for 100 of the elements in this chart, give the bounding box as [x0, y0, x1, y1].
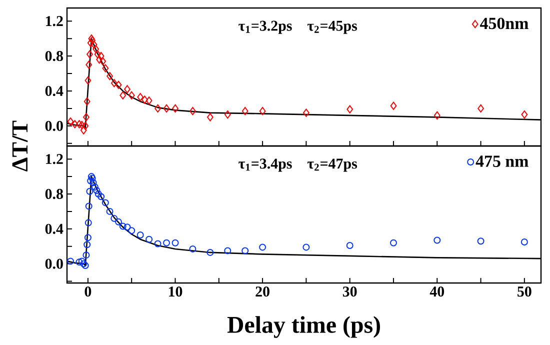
point [259, 106, 266, 116]
point [85, 202, 92, 210]
point [142, 96, 148, 104]
annotation: τ$_{2}$=47ps [307, 158, 357, 172]
point [102, 64, 109, 72]
point [67, 117, 74, 126]
point [94, 190, 102, 198]
y-tick-label: 0.0 [45, 258, 63, 269]
point [86, 50, 93, 58]
legend-label: 450nm [480, 18, 528, 30]
y-tick-label: 1.2 [46, 16, 63, 26]
point [136, 232, 144, 238]
point [119, 222, 126, 230]
point [163, 104, 170, 113]
point [120, 91, 126, 100]
point [124, 224, 131, 231]
point [89, 36, 96, 44]
point [88, 34, 95, 43]
x-axis-title: Delay time (ps) [227, 316, 380, 338]
point [84, 234, 92, 242]
point [478, 104, 484, 113]
point [84, 219, 92, 226]
point [477, 238, 484, 245]
point [137, 93, 144, 102]
point [520, 238, 528, 246]
point [172, 104, 178, 113]
point [128, 91, 135, 100]
point [102, 199, 109, 206]
point [87, 177, 94, 184]
point [98, 193, 105, 200]
point [346, 105, 354, 114]
point [78, 120, 86, 130]
annotation: τ$_{2}$=45ps [307, 20, 357, 34]
point [106, 208, 114, 215]
point [154, 240, 162, 248]
legend-label: 475 nm [476, 156, 528, 167]
x-tick-label: 10 [168, 286, 182, 297]
point [96, 55, 102, 64]
point [92, 44, 99, 54]
point [154, 104, 161, 113]
point [76, 258, 83, 266]
x-tick-label: 50 [518, 286, 532, 297]
point [93, 187, 100, 194]
point [90, 179, 97, 186]
x-tick-label: 20 [256, 286, 270, 297]
point [259, 244, 266, 251]
y-tick-label: 0.4 [45, 86, 64, 96]
point [124, 85, 130, 94]
y-axis-title: ΔT/T [12, 120, 28, 172]
point [94, 50, 101, 58]
point [86, 188, 94, 195]
point [106, 72, 113, 80]
y-tick-label: 0.0 [45, 120, 63, 131]
point [83, 113, 90, 122]
point [82, 252, 90, 259]
point [84, 241, 91, 248]
point [82, 262, 89, 270]
point [146, 236, 153, 243]
point [346, 242, 354, 249]
point [100, 57, 106, 66]
point [242, 106, 248, 116]
y-tick-label: 1.2 [46, 154, 63, 164]
point [87, 38, 94, 48]
annotation: τ$_{1}$=3.4ps [238, 158, 292, 172]
point [90, 40, 98, 49]
point [80, 260, 88, 268]
point [302, 244, 310, 251]
point [67, 258, 74, 265]
point [128, 227, 136, 234]
point [224, 110, 231, 119]
point [110, 214, 118, 222]
point [72, 120, 78, 128]
point [190, 106, 196, 116]
point [242, 247, 249, 254]
point [80, 126, 87, 134]
point [434, 111, 440, 120]
annotation: τ$_{1}$=3.2ps [238, 20, 292, 34]
point [115, 80, 122, 89]
point [84, 76, 92, 85]
y-tick-label: 0.4 [45, 224, 64, 234]
point [390, 102, 397, 110]
x-tick-label: 0 [84, 286, 92, 297]
point [172, 239, 179, 246]
point [390, 239, 397, 246]
point [82, 122, 89, 130]
point [98, 52, 104, 60]
point [521, 110, 528, 119]
point [189, 245, 196, 252]
point [206, 113, 214, 122]
point [110, 79, 118, 88]
point [86, 60, 92, 69]
point [206, 248, 214, 256]
point [76, 120, 82, 128]
point [302, 108, 310, 117]
x-tick-label: 30 [342, 286, 357, 297]
point [78, 258, 86, 265]
point [163, 239, 170, 246]
point [91, 184, 98, 190]
x-tick-label: 40 [430, 286, 444, 297]
point [434, 236, 441, 244]
